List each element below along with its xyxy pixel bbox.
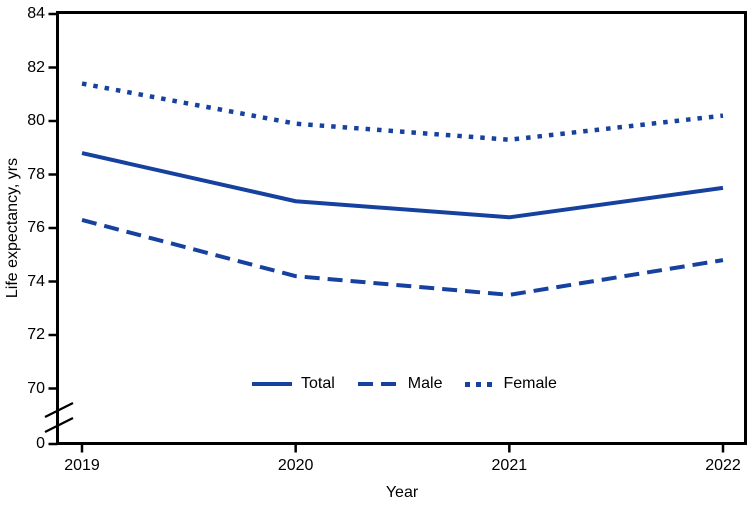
legend-dashed-line-swatch bbox=[357, 382, 399, 386]
series-line-male bbox=[81, 218, 724, 297]
legend-item-male: Male bbox=[357, 375, 443, 393]
legend-item-female: Female bbox=[465, 375, 557, 393]
y-tick-label: 78 bbox=[27, 165, 45, 183]
legend-label-male: Male bbox=[407, 375, 443, 392]
legend-dotted-line-swatch bbox=[465, 381, 495, 387]
chart-legend: Total Male Female bbox=[252, 375, 557, 393]
legend-item-total: Total bbox=[252, 375, 335, 393]
y-tick-label: 70 bbox=[27, 379, 45, 397]
y-tick-label: 84 bbox=[27, 5, 45, 22]
x-tick-label: 2021 bbox=[491, 457, 528, 474]
legend-label-female: Female bbox=[503, 375, 557, 392]
legend-label-total: Total bbox=[301, 375, 335, 392]
y-tick-label: 82 bbox=[27, 58, 45, 76]
axis-break-slash bbox=[44, 417, 74, 433]
legend-solid-line-swatch bbox=[252, 382, 292, 386]
y-tick-label: 76 bbox=[27, 219, 45, 236]
series-line-female bbox=[81, 81, 724, 142]
axis-break-slash bbox=[44, 402, 74, 418]
series-line-total bbox=[81, 151, 724, 220]
y-tick-label: 74 bbox=[27, 272, 45, 290]
x-tick-label: 2022 bbox=[705, 457, 741, 474]
x-axis-title: Year bbox=[385, 484, 419, 501]
y-tick-label: 72 bbox=[27, 326, 45, 343]
x-tick-label: 2020 bbox=[277, 457, 314, 474]
x-tick-label: 2019 bbox=[64, 457, 100, 474]
y-axis-title: Life expectancy, yrs bbox=[4, 157, 21, 299]
y-tick-label: 80 bbox=[27, 112, 45, 129]
y-tick-label: 0 bbox=[36, 435, 45, 452]
